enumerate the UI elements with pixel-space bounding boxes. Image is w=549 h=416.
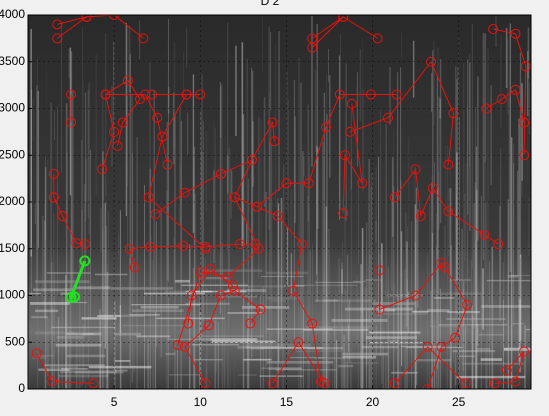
x-tick-label: 5 bbox=[111, 395, 118, 409]
y-tick-label: 500 bbox=[5, 334, 25, 348]
chart-title: D 2 bbox=[261, 0, 280, 8]
y-tick-label: 3000 bbox=[0, 101, 25, 115]
y-tick-label: 2000 bbox=[0, 194, 25, 208]
chart: D 2 0 500 1000 1500 2000 2500 3000 3500 4000 5 10 1… bbox=[0, 0, 549, 416]
x-tick-label: 10 bbox=[194, 395, 208, 409]
x-tick-label: 20 bbox=[366, 395, 380, 409]
y-tick-label: 0 bbox=[18, 381, 25, 395]
page: {"chart_data": { "type": "line", "title"… bbox=[0, 0, 549, 416]
y-tick-label: 2500 bbox=[0, 147, 25, 161]
x-tick-label: 25 bbox=[452, 395, 466, 409]
x-tick-label: 15 bbox=[280, 395, 294, 409]
y-tick-label: 4000 bbox=[0, 7, 25, 21]
y-tick-label: 1500 bbox=[0, 241, 25, 255]
y-tick-label: 3500 bbox=[0, 54, 25, 68]
y-tick-label: 1000 bbox=[0, 288, 25, 302]
